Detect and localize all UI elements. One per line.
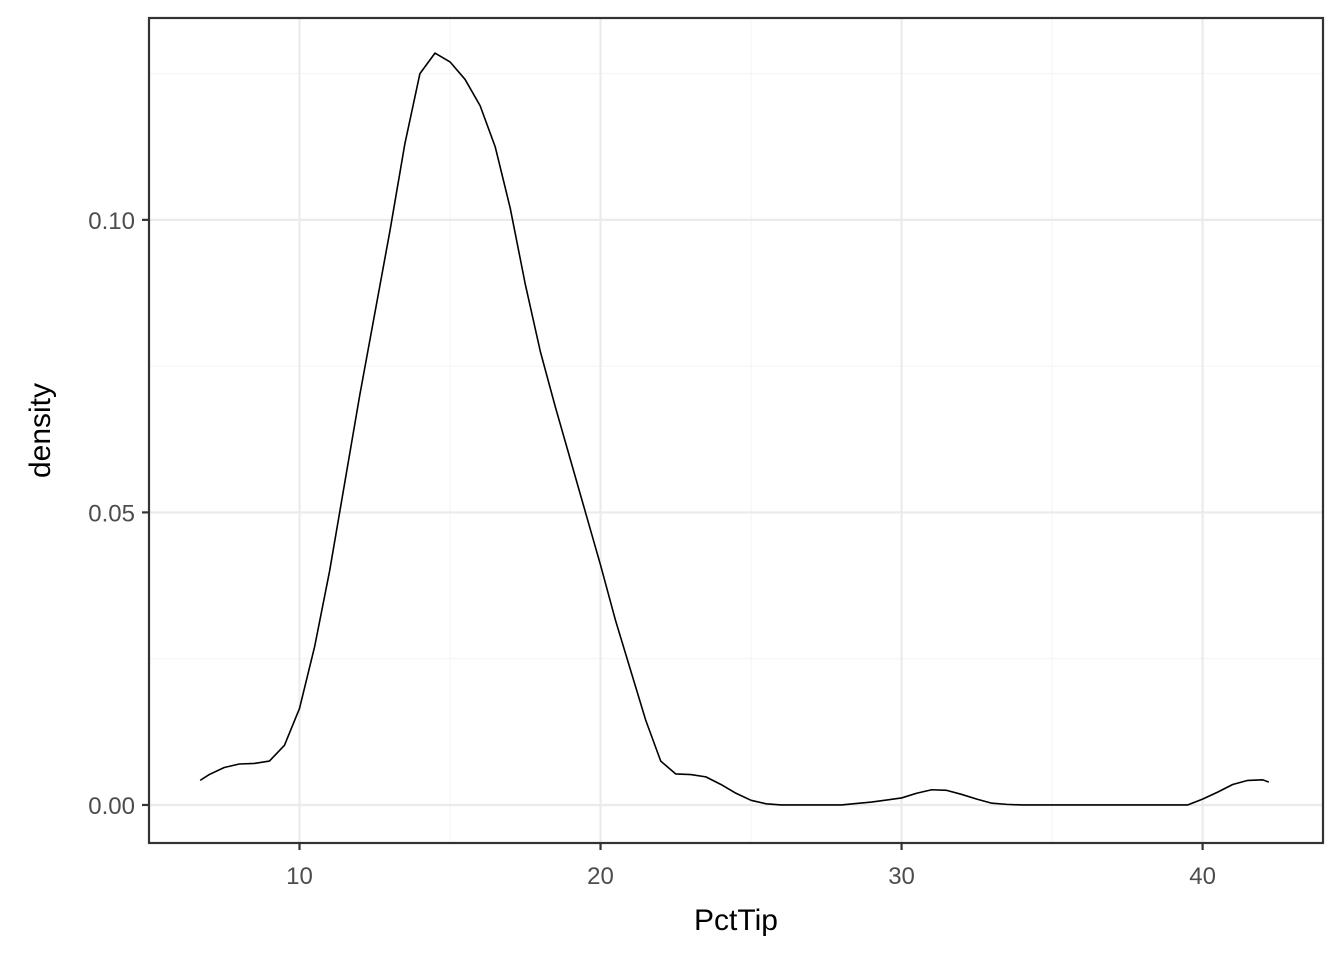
minor-gridlines — [149, 18, 1323, 843]
major-gridlines — [149, 18, 1323, 843]
x-tick-label-3: 40 — [1189, 863, 1216, 890]
y-tick-label-0: 0.00 — [88, 793, 135, 820]
density-curve — [199, 52, 1270, 806]
y-axis-title: density — [24, 383, 57, 478]
plot-panel-border — [147, 16, 1325, 845]
x-axis-title: PctTip — [694, 904, 778, 937]
x-tick-label-0: 10 — [286, 863, 313, 890]
y-axis-ticks: 0.00 0.05 0.10 — [88, 208, 149, 820]
x-axis-ticks: 10 20 30 40 — [286, 843, 1216, 890]
y-tick-label-1: 0.05 — [88, 500, 135, 527]
x-tick-label-1: 20 — [587, 863, 614, 890]
x-tick-label-2: 30 — [888, 863, 915, 890]
y-tick-label-2: 0.10 — [88, 208, 135, 235]
